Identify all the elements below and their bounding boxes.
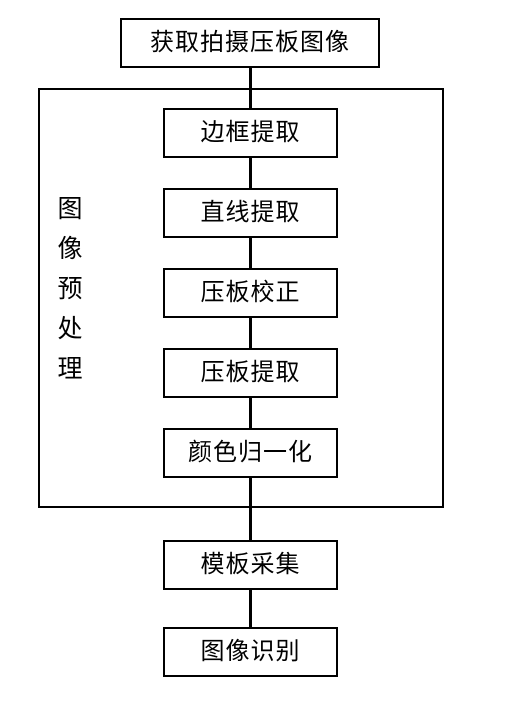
connector [249, 238, 252, 268]
connector [249, 590, 252, 627]
node-label: 图像识别 [201, 639, 301, 665]
node-capture-image: 获取拍摄压板图像 [120, 18, 380, 68]
node-label: 模板采集 [201, 552, 301, 578]
node-label: 压板校正 [201, 280, 301, 306]
node-label: 获取拍摄压板图像 [150, 30, 350, 56]
connector [249, 158, 252, 188]
connector [249, 68, 252, 108]
node-border-extraction: 边框提取 [163, 108, 338, 158]
connector [249, 318, 252, 348]
node-plate-correction: 压板校正 [163, 268, 338, 318]
node-label: 压板提取 [201, 360, 301, 386]
connector [249, 398, 252, 428]
node-plate-extraction: 压板提取 [163, 348, 338, 398]
node-label: 颜色归一化 [188, 440, 313, 466]
node-label: 直线提取 [201, 200, 301, 226]
node-line-extraction: 直线提取 [163, 188, 338, 238]
node-label: 边框提取 [201, 120, 301, 146]
connector [249, 478, 252, 540]
node-color-normalization: 颜色归一化 [163, 428, 338, 478]
group-label-image-preprocessing: 图像预处理 [55, 190, 85, 390]
flowchart-canvas: 图像预处理 获取拍摄压板图像 边框提取 直线提取 压板校正 压板提取 颜色归一化… [0, 0, 510, 711]
node-template-collection: 模板采集 [163, 540, 338, 590]
node-image-recognition: 图像识别 [163, 627, 338, 677]
